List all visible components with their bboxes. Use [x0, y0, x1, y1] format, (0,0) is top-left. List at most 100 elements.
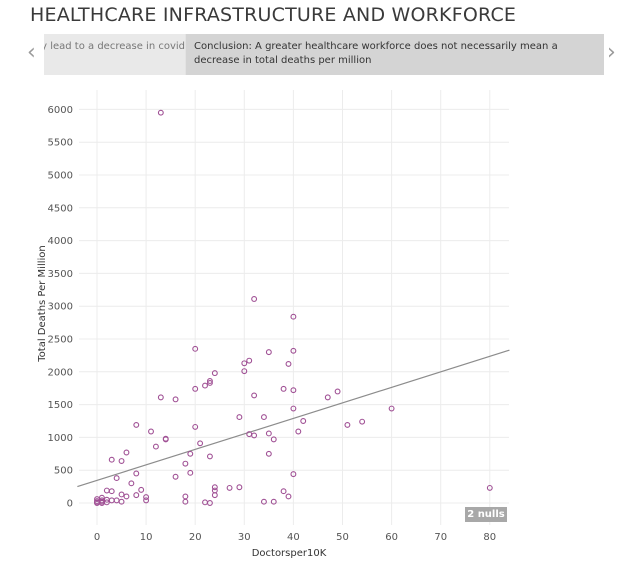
data-point[interactable]: [260, 414, 267, 421]
data-point[interactable]: [98, 497, 105, 504]
data-point[interactable]: [270, 436, 277, 443]
data-point[interactable]: [285, 493, 292, 500]
data-point[interactable]: [359, 418, 366, 425]
data-point[interactable]: [251, 432, 258, 439]
data-point[interactable]: [108, 497, 115, 504]
data-point[interactable]: [211, 492, 218, 499]
data-point[interactable]: [344, 421, 351, 428]
data-point[interactable]: [192, 423, 199, 430]
data-point[interactable]: [192, 345, 199, 352]
data-point[interactable]: [128, 480, 135, 487]
data-point[interactable]: [202, 382, 208, 389]
data-point[interactable]: [133, 492, 140, 499]
previous-story-point-arrow-icon[interactable]: ‹: [27, 40, 36, 65]
data-point[interactable]: [211, 370, 218, 377]
data-point[interactable]: [197, 440, 204, 447]
data-point[interactable]: [226, 484, 233, 491]
data-point[interactable]: [265, 349, 272, 356]
data-point[interactable]: [206, 378, 213, 384]
data-point[interactable]: [162, 436, 169, 443]
data-point[interactable]: [211, 484, 218, 491]
data-point[interactable]: [118, 491, 125, 498]
x-tick-label: 30: [238, 532, 251, 543]
data-point[interactable]: [290, 347, 297, 354]
data-point[interactable]: [290, 313, 297, 320]
data-point[interactable]: [133, 470, 140, 477]
next-story-point-arrow-icon[interactable]: ›: [607, 40, 616, 65]
data-point[interactable]: [138, 486, 145, 493]
y-tick-label: 4000: [48, 236, 73, 247]
data-point[interactable]: [157, 394, 164, 401]
data-point[interactable]: [285, 360, 292, 367]
data-point[interactable]: [172, 473, 179, 480]
data-point[interactable]: [206, 453, 213, 460]
y-tick-label: 3500: [48, 269, 73, 280]
x-tick-label: 10: [140, 532, 153, 543]
data-point[interactable]: [202, 499, 208, 506]
data-point[interactable]: [123, 493, 130, 500]
data-point[interactable]: [182, 460, 189, 467]
story-point-previous[interactable]: rily lead to a decrease in covid: [44, 34, 185, 75]
data-point[interactable]: [192, 385, 199, 392]
data-point[interactable]: [148, 428, 154, 435]
data-point[interactable]: [182, 493, 189, 500]
data-point[interactable]: [290, 405, 297, 412]
null-values-badge[interactable]: 2 nulls: [465, 507, 507, 522]
data-point[interactable]: [324, 394, 331, 401]
data-point[interactable]: [251, 392, 258, 399]
data-point[interactable]: [118, 458, 125, 464]
data-point[interactable]: [388, 405, 395, 412]
data-point[interactable]: [290, 387, 297, 394]
data-point[interactable]: [251, 296, 258, 302]
data-point[interactable]: [241, 360, 248, 367]
story-point-previous-caption: rily lead to a decrease in covid: [44, 41, 185, 52]
data-point[interactable]: [280, 488, 287, 495]
y-tick-label: 1000: [48, 433, 73, 444]
y-tick-label: 1500: [48, 400, 73, 411]
y-tick-label: 6000: [48, 105, 73, 116]
data-point[interactable]: [300, 418, 307, 424]
data-point[interactable]: [236, 414, 243, 421]
data-point[interactable]: [143, 497, 150, 504]
data-point[interactable]: [94, 500, 100, 506]
data-point[interactable]: [280, 385, 287, 392]
data-point[interactable]: [108, 488, 115, 495]
data-point[interactable]: [113, 475, 120, 482]
data-point[interactable]: [265, 450, 272, 457]
y-tick-label: 0: [67, 499, 73, 510]
x-tick-label: 20: [189, 532, 202, 543]
data-point[interactable]: [486, 484, 493, 491]
data-point[interactable]: [103, 499, 110, 506]
y-tick-label: 3000: [48, 302, 73, 313]
data-point[interactable]: [236, 484, 243, 491]
data-point[interactable]: [241, 368, 248, 375]
data-point[interactable]: [270, 498, 277, 505]
y-tick-label: 2500: [48, 335, 73, 346]
data-point[interactable]: [206, 500, 213, 506]
data-point[interactable]: [295, 428, 302, 435]
data-point[interactable]: [182, 498, 189, 505]
x-tick-label: 80: [483, 532, 496, 543]
data-point[interactable]: [334, 388, 341, 395]
data-point[interactable]: [103, 487, 110, 494]
data-point[interactable]: [157, 109, 164, 116]
data-point[interactable]: [290, 471, 297, 478]
data-point[interactable]: [108, 456, 115, 463]
data-point[interactable]: [187, 450, 194, 457]
data-point[interactable]: [118, 498, 125, 505]
data-point[interactable]: [246, 357, 253, 364]
data-point[interactable]: [133, 421, 140, 428]
data-point[interactable]: [113, 497, 120, 504]
data-point[interactable]: [172, 396, 179, 403]
data-point[interactable]: [265, 430, 272, 437]
x-tick-label: 70: [434, 532, 447, 543]
data-point[interactable]: [143, 494, 150, 501]
data-point[interactable]: [260, 498, 267, 505]
data-point[interactable]: [123, 449, 130, 456]
data-point[interactable]: [152, 443, 159, 450]
data-point[interactable]: [206, 380, 213, 386]
data-point[interactable]: [187, 469, 194, 476]
y-tick-label: 5000: [48, 171, 73, 182]
story-point-current[interactable]: Conclusion: A greater healthcare workfor…: [186, 34, 604, 75]
